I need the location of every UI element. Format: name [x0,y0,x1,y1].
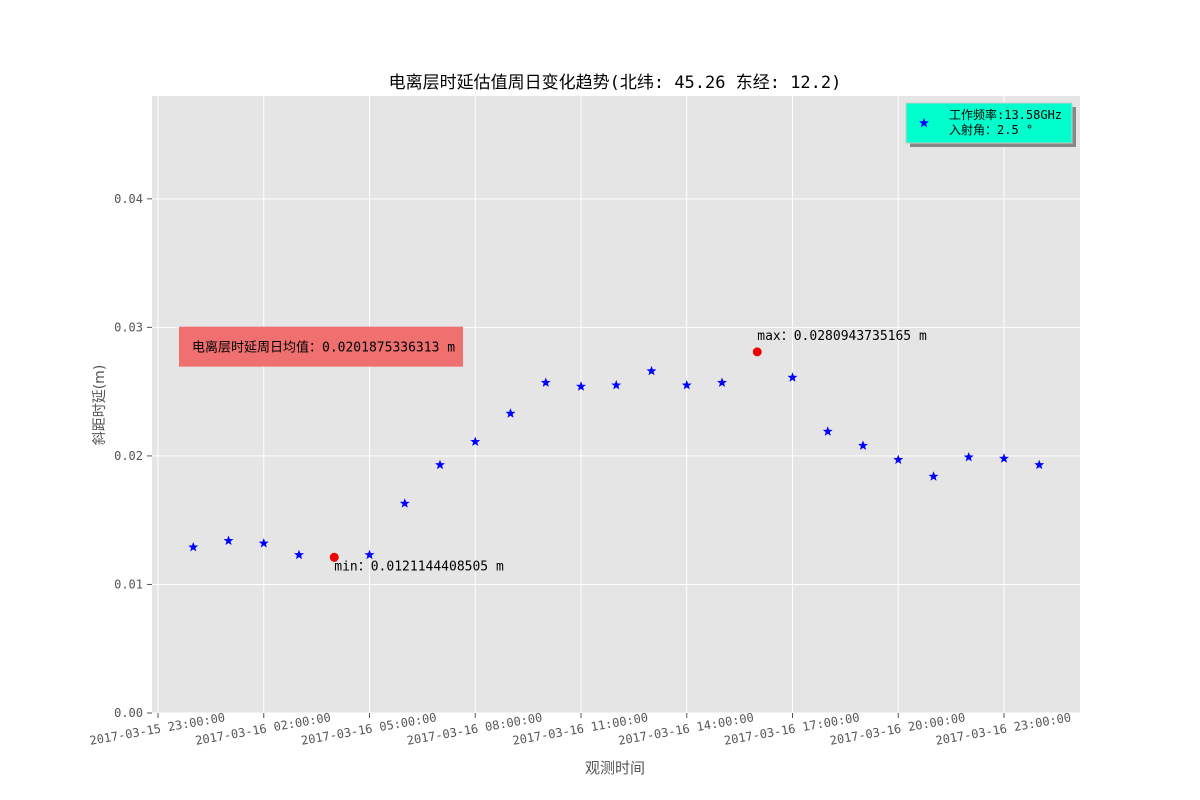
mean-annotation: 电离层时延周日均值：0.0201875336313 m [179,326,463,367]
y-axis-ticks: 0.00 0.01 0.02 0.03 0.04 [114,192,152,720]
data-point [470,436,481,446]
extreme-points: min：0.0121144408505 m max：0.0280943735165… [329,329,927,574]
grid-lines [152,96,1080,714]
data-point [928,471,939,481]
x-axis-label: 观测时间 [585,759,645,777]
data-point [858,440,868,450]
legend-label-angle: 入射角：2.5 ° [949,122,1033,137]
data-point [611,380,622,390]
data-point [505,408,516,418]
data-point [963,452,974,462]
data-point [188,541,199,552]
min-point [329,552,339,562]
legend-box [905,102,1073,144]
y-tick-label: 0.00 [114,706,143,720]
legend-label-frequency: 工作频率:13.58GHz [949,107,1062,122]
mean-box [179,326,463,367]
y-tick-label: 0.02 [114,449,143,463]
data-point [717,377,727,387]
legend-star [919,117,929,128]
data-point [646,365,657,376]
y-tick-label: 0.04 [114,192,143,206]
data-point [223,535,234,545]
data-point [294,549,304,560]
data-point [787,372,798,382]
y-tick-label: 0.01 [114,577,143,591]
mean-label: 电离层时延周日均值：0.0201875336313 m [192,340,455,356]
data-points [188,365,1045,560]
max-point [752,347,762,357]
chart-title: 电离层时延估值周日变化趋势(北纬: 45.26 东经: 12.2) [389,73,842,93]
min-label: min：0.0121144408505 m [334,559,504,574]
y-tick-label: 0.03 [114,320,143,334]
legend-star-icon [919,117,929,128]
data-point [822,426,833,436]
legend: 工作频率:13.58GHz 入射角：2.5 ° [905,102,1076,147]
max-label: max：0.0280943735165 m [757,329,927,344]
data-point [399,498,410,508]
plot-area [152,96,1080,713]
data-point [435,459,445,470]
data-point [576,381,586,391]
y-axis-label: 斜距时延(m) [92,365,108,446]
data-point [258,538,269,548]
data-point [999,453,1009,463]
data-point [364,549,375,560]
data-point [681,380,692,390]
data-point [1034,459,1045,470]
data-point [893,454,904,464]
data-point [540,377,551,387]
